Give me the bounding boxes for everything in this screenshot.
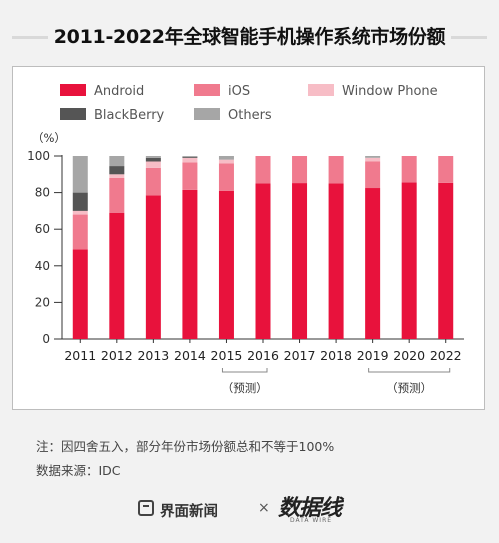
forecast-bracket bbox=[221, 368, 268, 373]
bar-segment bbox=[109, 156, 125, 167]
title-row: 2011-2022年全球智能手机操作系统市场份额 bbox=[0, 22, 499, 52]
legend-label: Window Phone bbox=[342, 84, 438, 99]
y-tick-label: 20 bbox=[35, 295, 50, 309]
x-tick-label: 2013 bbox=[137, 348, 169, 363]
y-tick-label: 80 bbox=[35, 186, 50, 200]
legend-label: Android bbox=[94, 84, 144, 99]
bar-segment bbox=[218, 156, 234, 160]
bar-segment bbox=[255, 156, 271, 184]
bar-segment bbox=[145, 161, 161, 168]
forecast-label: （预测） bbox=[386, 381, 432, 395]
stacked-bar-chart: Android iOS Window Phone BlackBerry Others （%… bbox=[27, 84, 464, 395]
x-tick-label: 2011 bbox=[64, 348, 96, 363]
bar-segment bbox=[109, 166, 125, 175]
x-tick-label: 2012 bbox=[101, 348, 133, 363]
bar-segment bbox=[328, 183, 344, 339]
bar-segment bbox=[145, 156, 161, 158]
y-tick-label: 100 bbox=[27, 149, 50, 163]
bar-segment bbox=[145, 167, 161, 196]
legend-label: BlackBerry bbox=[94, 108, 165, 123]
x-tick-label: 2018 bbox=[320, 348, 352, 363]
rounding-note: 注：因四舍五入，部分年份市场份额总和不等于100% bbox=[36, 439, 335, 454]
bar-segment bbox=[438, 156, 454, 183]
bar-segment bbox=[438, 182, 454, 339]
legend-swatch bbox=[60, 108, 86, 120]
bar-segment bbox=[72, 156, 88, 193]
bar-segment bbox=[72, 214, 88, 250]
bar-segment bbox=[145, 157, 161, 162]
x-tick-label: 2015 bbox=[211, 348, 243, 363]
bar-segment bbox=[109, 212, 125, 339]
bar-segment bbox=[365, 161, 381, 189]
bar-segment bbox=[72, 192, 88, 211]
bar-segment bbox=[218, 159, 234, 164]
brand-jiemian: 界面新闻 bbox=[160, 504, 218, 520]
legend-label: iOS bbox=[228, 84, 250, 99]
y-tick-label: 0 bbox=[42, 332, 50, 346]
data-source: 数据来源：IDC bbox=[36, 463, 121, 478]
bar-segment bbox=[72, 249, 88, 339]
bar-segment bbox=[182, 162, 198, 190]
bar-segment bbox=[182, 189, 198, 339]
brand-shujuxian: 数据线 bbox=[278, 495, 342, 521]
legend-label: Others bbox=[228, 108, 272, 123]
forecast-label: （预测） bbox=[222, 381, 268, 395]
bar-segment bbox=[109, 177, 125, 213]
bar-segment bbox=[292, 183, 308, 339]
y-tick-label: 60 bbox=[35, 222, 50, 236]
jiemian-logo-icon bbox=[138, 500, 154, 516]
brand-shujuxian-sub: DATA WIRE bbox=[290, 517, 333, 524]
legend-swatch bbox=[60, 84, 86, 96]
bar-segment bbox=[218, 190, 234, 339]
title-rule-right bbox=[451, 36, 487, 39]
bar-segment bbox=[182, 156, 198, 158]
x-tick-label: 2022 bbox=[430, 348, 462, 363]
bar-segment bbox=[72, 210, 88, 215]
bar-segment bbox=[255, 183, 271, 339]
title-rule-left bbox=[12, 36, 48, 39]
y-tick-label: 40 bbox=[35, 259, 50, 273]
bar-segment bbox=[365, 157, 381, 162]
legend-swatch bbox=[194, 84, 220, 96]
bar-segment bbox=[182, 156, 198, 157]
bar-segment bbox=[182, 157, 198, 163]
x-tick-label: 2016 bbox=[247, 348, 279, 363]
bar-segment bbox=[365, 188, 381, 339]
x-tick-label: 2019 bbox=[357, 348, 389, 363]
brand-separator: × bbox=[258, 500, 270, 516]
x-tick-label: 2014 bbox=[174, 348, 206, 363]
legend-swatch bbox=[308, 84, 334, 96]
chart-title: 2011-2022年全球智能手机操作系统市场份额 bbox=[53, 26, 446, 48]
bar-segment bbox=[145, 195, 161, 339]
y-axis-label: （%） bbox=[32, 131, 66, 145]
forecast-bracket bbox=[368, 368, 451, 373]
bar-segment bbox=[292, 156, 308, 184]
x-tick-label: 2020 bbox=[393, 348, 425, 363]
legend-swatch bbox=[194, 108, 220, 120]
bar-segment bbox=[328, 156, 344, 184]
bar-segment bbox=[401, 156, 417, 183]
x-tick-label: 2017 bbox=[284, 348, 316, 363]
bar-segment bbox=[109, 174, 125, 178]
bar-segment bbox=[218, 163, 234, 191]
bar-segment bbox=[365, 156, 381, 158]
bar-segment bbox=[401, 182, 417, 339]
